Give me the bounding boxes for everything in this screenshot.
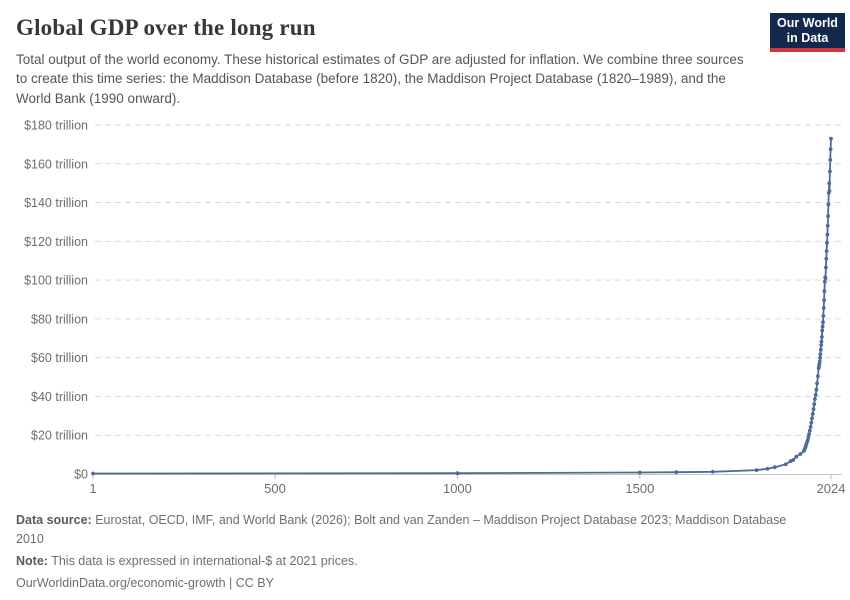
chart-header: Global GDP over the long run Our World i… [0,0,850,108]
data-point-marker [826,203,831,207]
data-point-marker [812,402,817,407]
data-point-marker [455,471,460,476]
data-point-marker [674,470,679,475]
data-point-marker [807,429,812,433]
data-point-marker [824,249,829,254]
data-point-marker [754,468,759,473]
gdp-line-chart-svg[interactable]: $0 $20 trillion $40 trillion $60 trillion $8… [0,116,850,497]
chart-footer: Data source: Eurostat, OECD, IMF, and Wo… [0,501,850,592]
data-point-marker [819,343,824,348]
y-axis-tick-label: $20 trillion [31,429,88,443]
y-axis-tick-label: $160 trillion [24,158,88,172]
data-point-marker [794,455,799,460]
y-axis-tick-label: $0 [74,468,88,482]
data-point-marker [820,325,825,329]
data-point-marker [808,425,813,430]
data-point-marker [811,407,816,412]
data-point-marker [826,214,830,219]
data-point-marker [816,374,820,379]
data-point-marker [824,266,828,270]
owid-logo-line2: in Data [786,30,829,45]
data-point-marker [818,356,822,361]
data-point-marker [825,241,829,246]
gdp-line [92,138,832,475]
data-point-marker [810,416,814,421]
chart-area[interactable]: $0 $20 trillion $40 trillion $60 trillion $8… [0,116,850,501]
data-point-marker [815,381,819,386]
data-point-marker [807,432,811,437]
data-point-marker [825,224,830,229]
data-point-marker [821,314,826,319]
data-point-marker [827,189,832,194]
footer-note-label: Note: [16,553,48,568]
x-axis-tick-label: 1000 [443,481,472,496]
page-title: Global GDP over the long run [16,15,316,40]
x-axis-tick-label: 1500 [625,481,654,496]
footer-source: Data source: Eurostat, OECD, IMF, and Wo… [16,511,816,549]
y-axis-tick-label: $80 trillion [31,313,88,327]
footer-note-text: This data is expressed in international-… [47,553,358,568]
data-point-marker [814,388,819,393]
data-point-marker [772,465,777,470]
data-point-marker [791,458,795,463]
footer-note: Note: This data is expressed in internat… [16,552,816,571]
data-point-marker [827,181,832,186]
y-axis-tick-label: $120 trillion [24,235,88,249]
data-point-marker [823,276,828,281]
x-axis-tick-label: 2024 [817,481,846,496]
data-point-marker [818,348,823,353]
data-point-marker [825,233,830,237]
y-axis-tick-label: $60 trillion [31,352,88,366]
data-point-marker [828,158,833,163]
data-point-marker [821,320,825,325]
y-axis-tick-label: $40 trillion [31,390,88,404]
data-point-marker [809,421,814,426]
data-point-marker [822,289,827,294]
owid-logo[interactable]: Our World in Data [770,13,845,52]
data-point-marker [822,298,826,303]
owid-logo-line1: Our World [777,15,838,30]
data-point-marker [637,471,642,475]
data-point-marker [810,412,815,417]
data-point-marker [828,147,833,152]
y-axis-tick-label: $180 trillion [24,119,88,133]
footer-source-label: Data source: [16,513,92,528]
data-point-marker [765,467,770,472]
chart-subtitle: Total output of the world economy. These… [16,51,744,106]
data-point-marker [813,397,817,402]
data-point-marker [805,438,810,443]
data-point-marker [783,462,788,467]
data-point-marker [813,393,818,398]
x-axis-tick-label: 1 [89,481,96,496]
data-point-marker [818,352,823,357]
y-axis-tick-label: $100 trillion [24,274,88,288]
data-point-marker [820,335,824,340]
data-point-marker [798,452,803,457]
data-point-marker [819,340,824,344]
data-point-marker [824,257,829,262]
x-axis-tick-label: 500 [264,481,286,496]
data-point-marker [806,435,811,440]
data-point-marker [817,360,822,364]
data-point-marker [820,329,825,333]
data-point-marker [822,280,827,285]
data-point-marker [91,472,95,476]
data-point-marker [828,170,832,174]
y-axis-tick-label: $140 trillion [24,196,88,210]
data-point-marker [710,470,715,475]
footer-source-text: Eurostat, OECD, IMF, and World Bank (202… [16,513,787,547]
data-point-marker [821,306,826,311]
data-point-marker [829,137,833,141]
footer-link[interactable]: OurWorldinData.org/economic-growth | CC … [16,575,274,590]
